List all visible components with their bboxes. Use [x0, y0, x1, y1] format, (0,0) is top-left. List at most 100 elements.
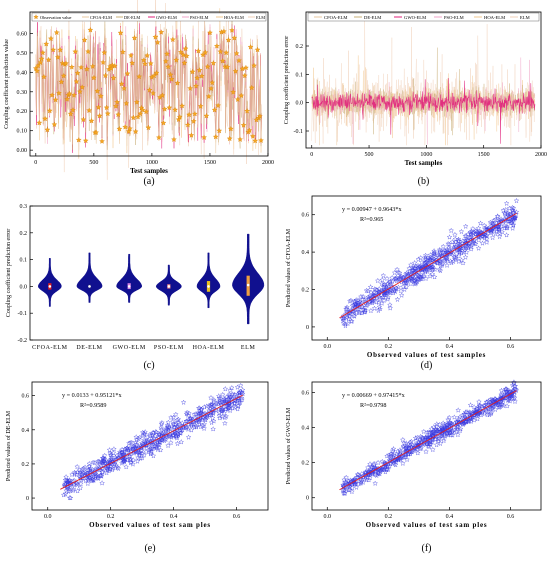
scatter-point: [210, 426, 216, 432]
scatter-point: [460, 260, 466, 266]
scatter-point: [458, 250, 465, 256]
scatter-point: [178, 439, 184, 445]
scatter-point: [385, 288, 391, 294]
y-tick-label: 0.6: [302, 213, 310, 219]
scatter-point: [418, 445, 424, 451]
observation-point: [231, 35, 238, 41]
observation-point: [150, 90, 156, 96]
observation-point: [73, 78, 80, 85]
observation-point: [66, 90, 73, 97]
scatter-point: [351, 312, 357, 319]
scatter-point: [465, 245, 471, 251]
scatter-point: [179, 427, 186, 433]
scatter-point: [168, 439, 174, 446]
scatter-point: [184, 418, 191, 424]
scatter-point: [407, 268, 413, 274]
observation-point: [136, 73, 142, 80]
scatter-point: [165, 426, 171, 433]
scatter-point: [163, 427, 169, 433]
scatter-point: [365, 294, 372, 300]
scatter-point: [480, 407, 487, 413]
scatter-point: [366, 468, 372, 474]
scatter-point: [390, 454, 397, 460]
scatter-point: [393, 285, 399, 291]
scatter-point: [436, 252, 443, 258]
y-tick-label: 0: [26, 496, 29, 502]
y-tick-label: 0.20: [17, 109, 28, 115]
scatter-point: [475, 245, 482, 251]
scatter-point: [423, 263, 430, 270]
scatter-point: [485, 227, 491, 233]
scatter-point: [121, 458, 128, 464]
observation-point: [159, 92, 166, 98]
scatter-point: [415, 450, 421, 456]
scatter-point: [406, 444, 412, 450]
scatter-point: [415, 256, 422, 262]
observation-point: [241, 72, 248, 79]
scatter-point: [210, 415, 216, 421]
scatter-point: [378, 467, 384, 473]
observation-point: [53, 29, 60, 36]
y-axis-label: Coupling coefficient prediction error: [5, 229, 12, 317]
scatter-point: [344, 480, 350, 486]
scatter-point: [127, 439, 133, 446]
scatter-point: [457, 244, 463, 250]
scatter-point: [415, 439, 422, 445]
scatter-point: [85, 480, 91, 486]
scatter-point: [385, 280, 391, 286]
y-tick-label: 0.00: [17, 148, 28, 154]
scatter-point: [423, 448, 429, 454]
scatter-point: [500, 207, 507, 213]
scatter-point: [358, 477, 365, 484]
scatter-point: [444, 262, 450, 268]
panel-label: (a): [143, 176, 154, 187]
scatter-point: [453, 418, 460, 424]
scatter-point: [404, 456, 410, 462]
y-tick-label: 0.2: [296, 44, 304, 50]
observation-point: [111, 62, 118, 69]
violin-body: [196, 252, 221, 309]
observation-point: [80, 116, 87, 123]
scatter-point: [159, 419, 165, 426]
scatter-point: [155, 446, 161, 452]
scatter-point: [90, 459, 96, 465]
scatter-point: [153, 445, 159, 451]
scatter-point: [455, 236, 462, 242]
y-axis-label: Coupling coefficient prediction value: [3, 39, 10, 129]
observation-point: [101, 49, 108, 56]
scatter-point: [500, 397, 507, 403]
scatter-point: [86, 463, 93, 469]
observation-point: [46, 107, 53, 114]
observation-point: [181, 60, 188, 66]
scatter-point: [375, 289, 382, 295]
legend-entry: Observation value: [40, 15, 71, 20]
scatter-point: [130, 457, 136, 463]
scatter-point: [237, 399, 244, 405]
violin-median-dot: [88, 285, 91, 288]
scatter-point: [468, 246, 474, 252]
scatter-point: [417, 433, 424, 439]
error-series-line: [311, 19, 536, 146]
scatter-point: [66, 495, 73, 501]
scatter-point: [495, 213, 501, 220]
scatter-point: [98, 473, 105, 479]
scatter-point: [236, 389, 242, 396]
observation-point: [178, 49, 184, 55]
scatter-point: [86, 460, 93, 467]
scatter-point: [371, 286, 378, 292]
scatter-point: [127, 445, 133, 451]
x-tick-label: 1500: [204, 160, 216, 166]
scatter-point: [491, 224, 497, 230]
observation-point: [183, 53, 190, 59]
scatter-point: [133, 441, 140, 447]
observation-point: [173, 57, 180, 63]
observation-point: [78, 64, 84, 70]
plot-frame: [29, 205, 269, 341]
observation-point: [258, 137, 264, 143]
observation-point: [208, 85, 214, 92]
scatter-point: [395, 284, 402, 290]
scatter-point: [360, 479, 366, 485]
observation-point: [169, 36, 176, 43]
scatter-point: [452, 231, 458, 238]
scatter-point: [384, 453, 390, 459]
